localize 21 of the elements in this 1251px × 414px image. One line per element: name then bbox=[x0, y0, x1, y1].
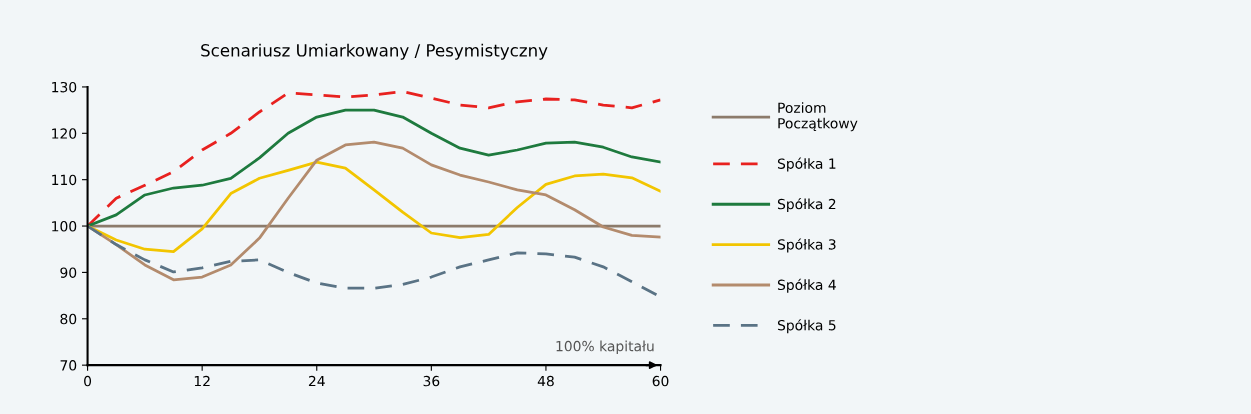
legend-label: Spółka 3 bbox=[777, 238, 836, 253]
x-tick-label: 36 bbox=[423, 375, 440, 387]
legend-label: Spółka 1 bbox=[777, 157, 836, 172]
x-tick-label: 48 bbox=[537, 375, 554, 387]
y-tick-label: 130 bbox=[52, 81, 77, 93]
x-tick-label: 0 bbox=[84, 375, 92, 387]
y-tick-label: 90 bbox=[60, 267, 77, 278]
annotation: 100% kapitału bbox=[556, 340, 654, 355]
y-tick-label: 70 bbox=[60, 360, 77, 371]
y-tick-label: 100 bbox=[52, 221, 77, 232]
chart-title: Scenariusz Umiarkowany / Pesymistyczny bbox=[201, 43, 548, 60]
legend-label: Spółka 5 bbox=[777, 319, 836, 334]
legend-label: Spółka 4 bbox=[777, 278, 836, 293]
y-tick-label: 80 bbox=[60, 313, 77, 325]
legend-label: Poziom Początkowy bbox=[778, 102, 858, 132]
x-tick-label: 24 bbox=[308, 375, 325, 387]
legend-label: Spółka 2 bbox=[777, 197, 836, 212]
y-tick-label: 120 bbox=[52, 128, 77, 139]
x-tick-label: 60 bbox=[652, 375, 669, 387]
y-tick-label: 110 bbox=[52, 174, 77, 186]
x-tick-label: 12 bbox=[194, 375, 210, 387]
